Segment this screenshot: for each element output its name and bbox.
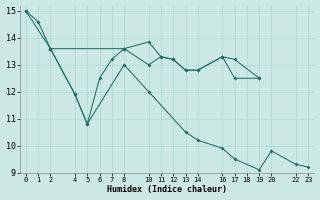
X-axis label: Humidex (Indice chaleur): Humidex (Indice chaleur) <box>107 185 227 194</box>
